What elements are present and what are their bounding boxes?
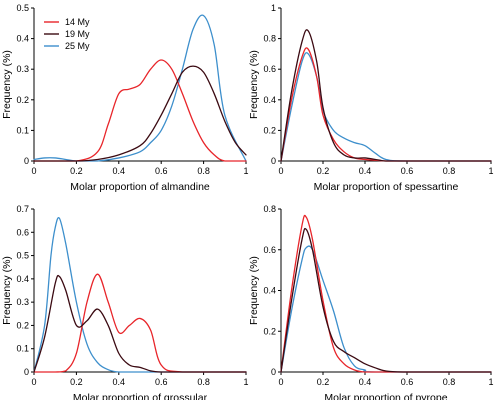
y-tick-label: 0.3 [16,64,29,74]
x-tick-label: 0.4 [359,166,372,176]
series-line-19-my [280,29,492,162]
x-axis-title: Molar proportion of grossular [73,392,208,400]
series-line-25-my [280,52,492,162]
y-axis-title: Frequency (%) [1,256,13,325]
x-tick-label: 0.6 [401,166,414,176]
x-tick-label: 0.6 [155,377,168,387]
y-tick-label: 0 [24,367,29,377]
y-tick-label: 0.2 [263,326,276,336]
x-tick-label: 0.2 [317,377,330,387]
y-tick-label: 0.4 [263,286,276,296]
x-tick-label: 0.8 [197,377,210,387]
y-tick-label: 1 [271,3,276,13]
series-line-14-my [33,59,247,162]
series-line-25-my [33,14,247,162]
chart-panel-4: 0 0.2 0.4 0.6 0.8 1 0 0.2 0.4 0.6 0.8 Molar proport… [248,204,494,400]
x-tick-label: 0 [31,377,36,387]
y-tick-label: 0.2 [16,320,29,330]
x-tick-label: 0 [278,166,283,176]
x-axis-title: Molar proportion of almandine [70,181,210,193]
y-tick-label: 0.8 [263,204,276,214]
series-line-19-my [33,274,247,373]
y-tick-label: 0.4 [16,34,29,44]
y-tick-label: 0.2 [263,125,276,135]
y-tick-label: 0 [271,367,276,377]
axes-frame [280,209,491,373]
y-tick-label: 0.6 [263,245,276,255]
x-tick-label: 0.2 [70,166,83,176]
y-tick-label: 0.2 [16,95,29,105]
y-tick-label: 0.4 [263,95,276,105]
x-axis-title: Molar proportion of pyrope [324,392,447,400]
x-tick-label: 1 [243,377,248,387]
series-line-14-my [280,214,492,373]
chart-panel-1: 0 0.2 0.4 0.6 0.8 1 0 0.1 0.2 0.3 0.4 0.5 Molar prop… [1,3,249,193]
y-tick-label: 0.1 [16,344,29,354]
x-tick-label: 0.8 [443,166,456,176]
x-tick-label: 0.2 [317,166,330,176]
x-tick-label: 0.8 [197,166,210,176]
y-axis-title: Frequency (%) [1,50,13,119]
series-line-14-my [33,273,247,373]
x-tick-label: 0.8 [443,377,456,387]
x-tick-label: 0 [31,166,36,176]
x-axis-title: Molar proportion of spessartine [314,181,459,193]
chart-panel-2: 0 0.2 0.4 0.6 0.8 1 0 0.2 0.4 0.6 0.8 1 Molar propor… [248,3,494,193]
y-tick-label: 0.6 [263,64,276,74]
legend-label: 25 My [65,41,90,51]
series-line-19-my [33,65,247,162]
y-tick-label: 0.6 [16,227,29,237]
x-tick-label: 0.6 [155,166,168,176]
y-tick-label: 0.1 [16,125,29,135]
y-tick-label: 0 [271,156,276,166]
x-tick-label: 0.4 [359,377,372,387]
series-line-19-my [280,227,492,373]
x-tick-label: 0.6 [401,377,414,387]
legend-label: 14 My [65,17,90,27]
x-tick-label: 1 [243,166,248,176]
x-tick-label: 0.2 [70,377,83,387]
y-tick-label: 0.8 [263,34,276,44]
x-tick-label: 0.4 [113,377,126,387]
legend-label: 19 My [65,29,90,39]
y-tick-label: 0 [24,156,29,166]
series-line-25-my [33,217,247,373]
chart-panel-3: 0 0.2 0.4 0.6 0.8 1 0 0.1 0.2 0.3 0.4 0.5 0.6 0.7 Mola… [1,204,249,400]
x-tick-label: 1 [488,377,493,387]
y-tick-label: 0.3 [16,297,29,307]
y-tick-label: 0.5 [16,251,29,261]
x-tick-label: 0 [278,377,283,387]
series-line-14-my [280,47,492,162]
y-axis-title: Frequency (%) [248,256,260,325]
series-line-25-my [280,245,492,373]
x-tick-label: 0.4 [113,166,126,176]
x-tick-label: 1 [488,166,493,176]
y-tick-label: 0.5 [16,3,29,13]
y-tick-label: 0.7 [16,204,29,214]
y-tick-label: 0.4 [16,274,29,284]
axes-frame [280,8,491,162]
y-axis-title: Frequency (%) [248,50,260,119]
legend: 14 My 19 My 25 My [44,17,90,51]
